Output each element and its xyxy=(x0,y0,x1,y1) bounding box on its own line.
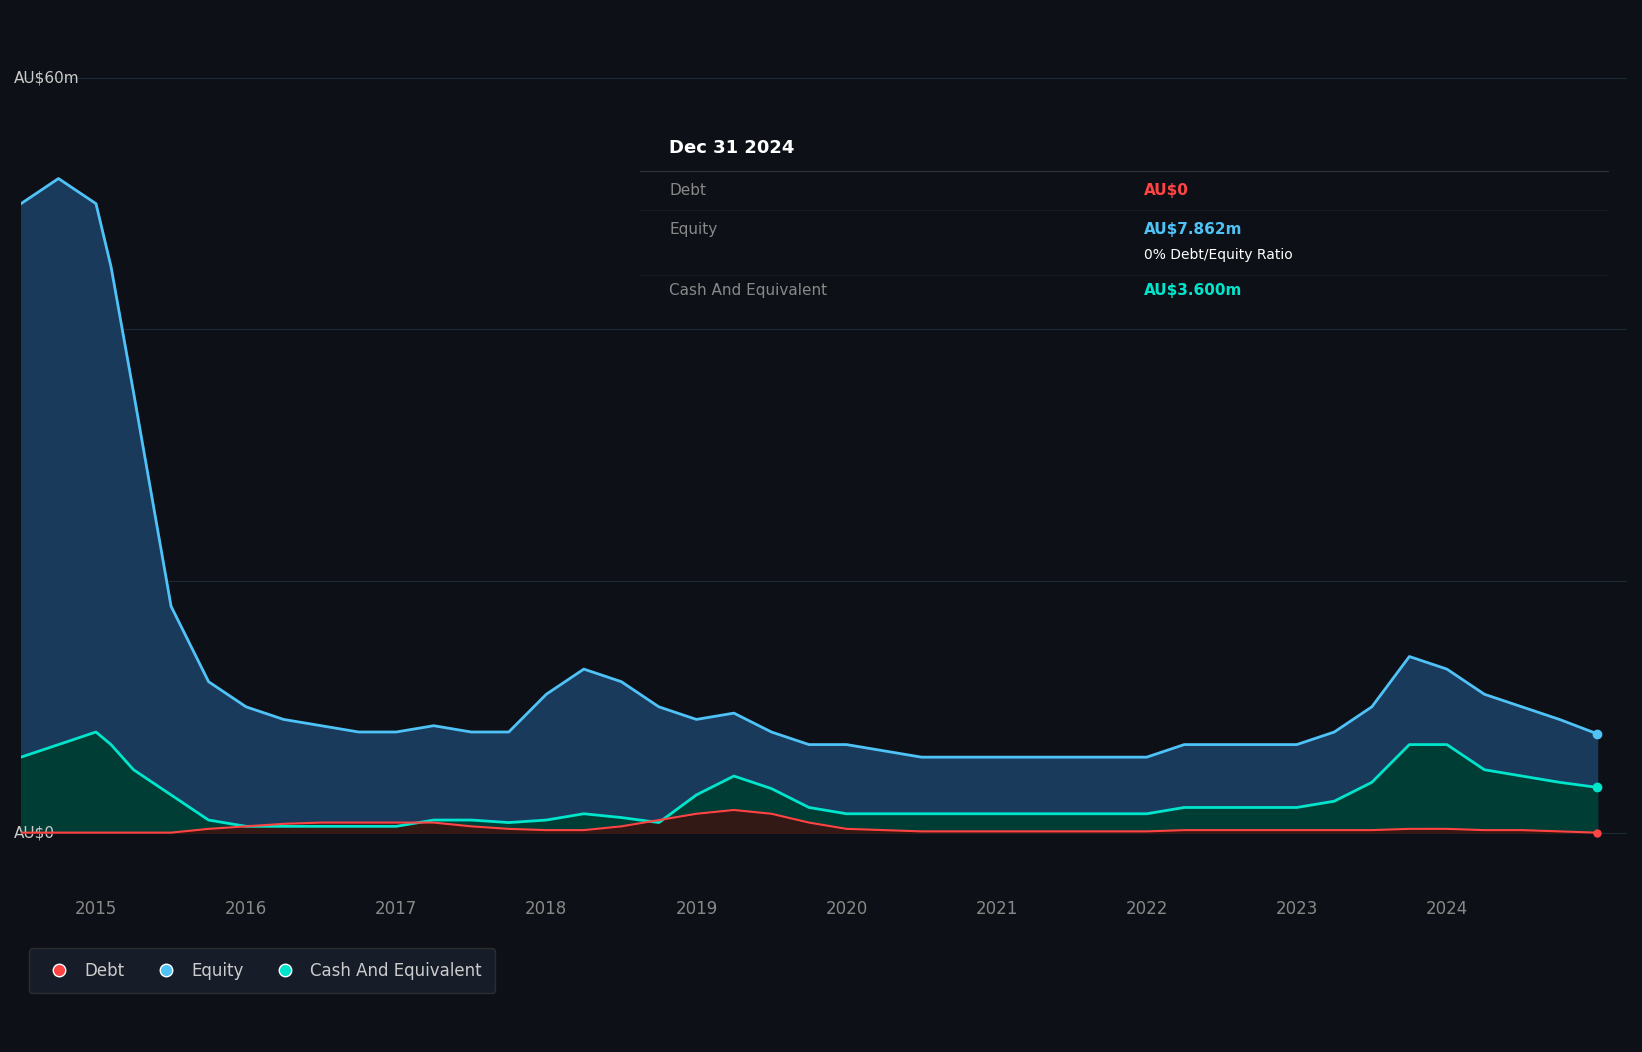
Text: AU$60m: AU$60m xyxy=(13,70,79,85)
Text: AU$7.862m: AU$7.862m xyxy=(1144,222,1243,238)
Text: Debt: Debt xyxy=(670,183,706,198)
Text: Dec 31 2024: Dec 31 2024 xyxy=(670,139,795,157)
Text: AU$3.600m: AU$3.600m xyxy=(1144,283,1243,299)
Text: Equity: Equity xyxy=(670,222,718,238)
Text: Cash And Equivalent: Cash And Equivalent xyxy=(670,283,828,299)
Legend: Debt, Equity, Cash And Equivalent: Debt, Equity, Cash And Equivalent xyxy=(30,948,496,993)
Text: AU$0: AU$0 xyxy=(1144,183,1189,198)
Text: AU$0: AU$0 xyxy=(13,825,54,841)
Text: 0% Debt/Equity Ratio: 0% Debt/Equity Ratio xyxy=(1144,248,1292,262)
